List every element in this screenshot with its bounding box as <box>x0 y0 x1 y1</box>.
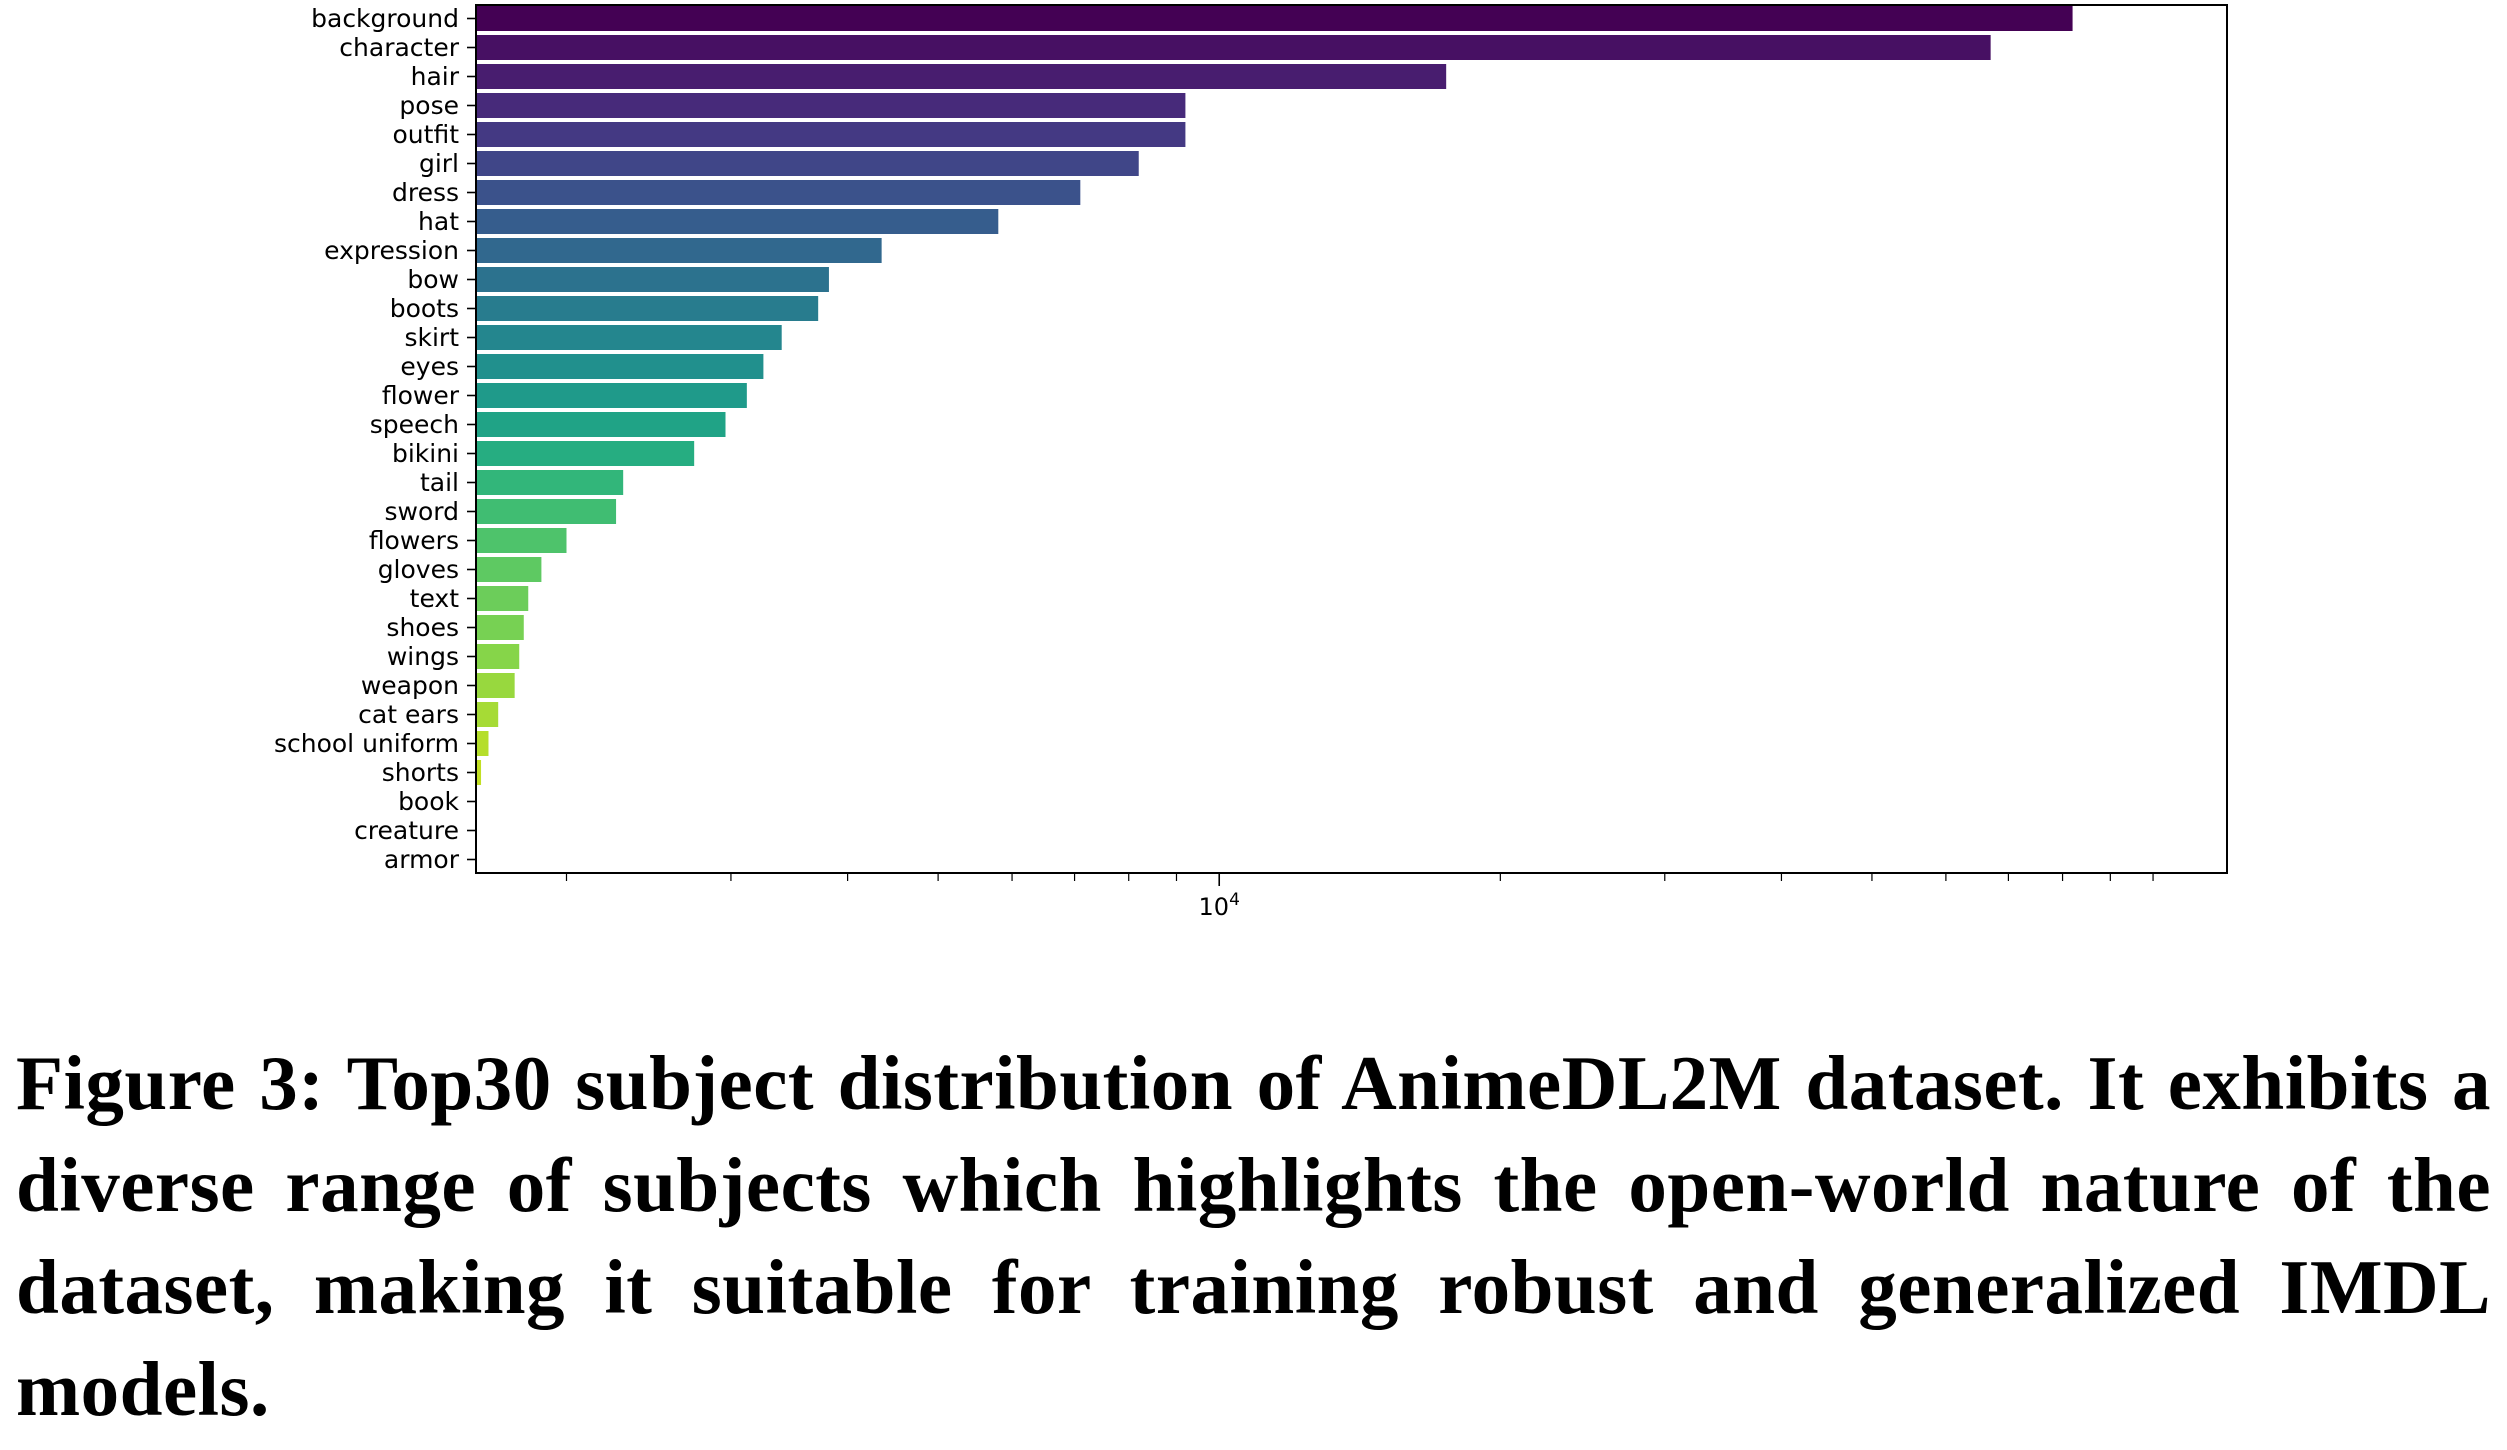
category-label-sword: sword <box>385 497 459 526</box>
category-label-bow: bow <box>407 265 459 294</box>
bar-outfit <box>476 122 1186 147</box>
category-label-shorts: shorts <box>382 758 459 787</box>
bar-hat <box>476 209 999 234</box>
bar-pose <box>476 93 1186 118</box>
bar-text <box>476 586 529 611</box>
bar-boots <box>476 296 819 321</box>
bar-gloves <box>476 557 542 582</box>
plot-frame <box>475 4 2228 874</box>
bar-character <box>476 35 1991 60</box>
category-label-speech: speech <box>370 410 459 439</box>
category-label-book: book <box>398 787 459 816</box>
category-label-flower: flower <box>382 381 460 410</box>
bar-shorts <box>476 760 482 785</box>
bar-flower <box>476 383 747 408</box>
category-label-cat-ears: cat ears <box>358 700 459 729</box>
category-label-skirt: skirt <box>404 323 459 352</box>
bar-speech <box>476 412 726 437</box>
category-label-girl: girl <box>419 149 459 178</box>
bar-girl <box>476 151 1139 176</box>
category-label-expression: expression <box>324 236 459 265</box>
category-label-bikini: bikini <box>392 439 459 468</box>
category-label-background: background <box>311 4 459 33</box>
bar-tail <box>476 470 624 495</box>
category-label-armor: armor <box>384 845 460 874</box>
x-tick-label-exponent: 4 <box>1229 890 1240 910</box>
category-label-wings: wings <box>387 642 459 671</box>
bar-bow <box>476 267 829 292</box>
bar-skirt <box>476 325 782 350</box>
category-label-school-uniform: school uniform <box>274 729 459 758</box>
bars-group <box>476 6 2073 785</box>
category-label-hair: hair <box>411 62 460 91</box>
category-label-hat: hat <box>418 207 459 236</box>
category-label-dress: dress <box>392 178 459 207</box>
category-label-eyes: eyes <box>400 352 459 381</box>
bar-flowers <box>476 528 567 553</box>
bar-weapon <box>476 673 515 698</box>
bar-dress <box>476 180 1081 205</box>
bar-hair <box>476 64 1447 89</box>
bar-eyes <box>476 354 764 379</box>
category-label-creature: creature <box>354 816 459 845</box>
category-label-text: text <box>410 584 460 613</box>
bar-expression <box>476 238 882 263</box>
bar-bikini <box>476 441 695 466</box>
category-labels: backgroundcharacterhairposeoutfitgirldre… <box>274 4 476 874</box>
category-label-pose: pose <box>399 91 459 120</box>
bar-sword <box>476 499 617 524</box>
bar-background <box>476 6 2073 31</box>
x-axis-ticks: 104 <box>565 873 2154 921</box>
bar-wings <box>476 644 520 669</box>
category-label-character: character <box>339 33 459 62</box>
category-label-boots: boots <box>390 294 459 323</box>
bar-cat-ears <box>476 702 499 727</box>
category-label-gloves: gloves <box>378 555 459 584</box>
bar-chart: backgroundcharacterhairposeoutfitgirldre… <box>274 4 2228 921</box>
category-label-outfit: outfit <box>393 120 460 149</box>
category-label-tail: tail <box>420 468 459 497</box>
category-label-flowers: flowers <box>369 526 459 555</box>
figure-caption: Figure 3: Top30 subject distribution of … <box>16 1040 2491 1432</box>
bar-school-uniform <box>476 731 489 756</box>
category-label-weapon: weapon <box>361 671 459 700</box>
category-label-shoes: shoes <box>386 613 459 642</box>
bar-shoes <box>476 615 524 640</box>
x-tick-label: 104 <box>1199 890 1240 921</box>
x-tick-label-base: 10 <box>1199 893 1230 921</box>
